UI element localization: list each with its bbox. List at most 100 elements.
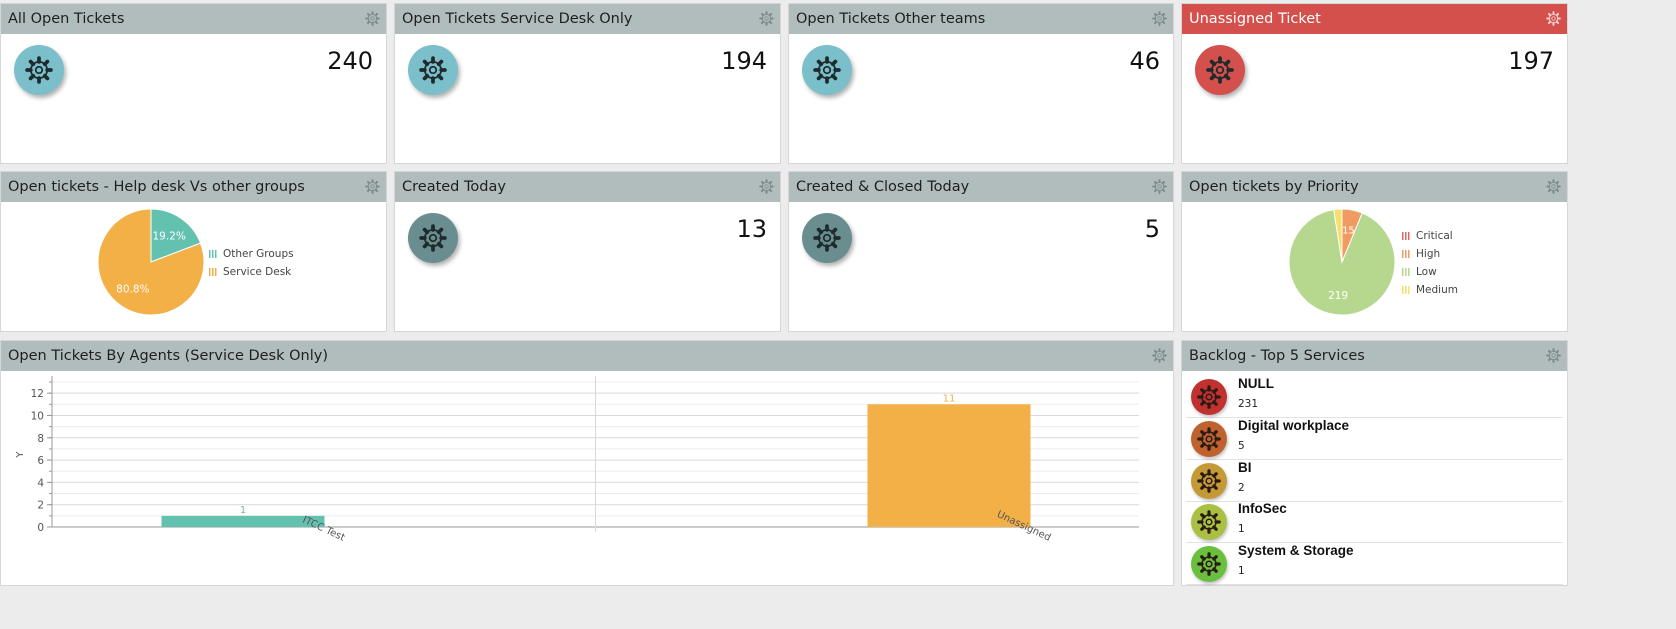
pie-data-label: 15 — [1342, 226, 1355, 237]
y-tick-label: 4 — [37, 477, 44, 489]
priority-pie-chart: 15 219 — [1288, 208, 1396, 316]
pie-data-label: 219 — [1328, 290, 1348, 302]
legend-item[interactable]: Critical — [1402, 227, 1458, 245]
service-name: System & Storage — [1238, 543, 1354, 559]
gear-icon — [408, 213, 458, 263]
service-name: Digital workplace — [1238, 417, 1350, 433]
gear-icon — [1191, 546, 1227, 583]
widget-header: Unassigned Ticket — [1182, 4, 1567, 34]
widget-title: Open tickets - Help desk Vs other groups — [8, 179, 305, 195]
widget-tickets-by-priority: Open tickets by Priority 15 219 Critical H… — [1181, 171, 1568, 332]
y-tick-label: 6 — [37, 455, 44, 467]
y-tick-label: 10 — [31, 410, 44, 422]
bar-data-label: 11 — [943, 393, 956, 404]
pie-slice-service-desk[interactable] — [97, 208, 205, 316]
legend-item[interactable]: Medium — [1402, 281, 1458, 299]
widget-unassigned-ticket: Unassigned Ticket 197 — [1181, 3, 1568, 164]
backlog-item[interactable]: InfoSec 1 — [1186, 499, 1563, 544]
legend-swatch — [209, 268, 217, 276]
widget-created-closed-today: Created & Closed Today 5 — [788, 171, 1174, 332]
legend-label: Low — [1416, 266, 1437, 278]
service-count: 5 — [1238, 439, 1245, 452]
gear-icon — [408, 45, 458, 95]
widget-header: Open Tickets By Agents (Service Desk Onl… — [1, 341, 1173, 371]
widget-header: Open Tickets Service Desk Only — [395, 4, 780, 34]
y-tick-label: 12 — [31, 388, 44, 400]
pie-slice-medium[interactable] — [1333, 208, 1343, 263]
service-name: InfoSec — [1238, 501, 1287, 517]
backlog-item[interactable]: NULL 231 — [1186, 374, 1563, 418]
widget-settings-icon[interactable] — [365, 11, 380, 26]
widget-title: Open Tickets Service Desk Only — [402, 11, 633, 27]
widget-header: Backlog - Top 5 Services — [1182, 341, 1567, 371]
widget-title: Open Tickets Other teams — [796, 11, 986, 27]
widget-header: Open Tickets Other teams — [789, 4, 1173, 34]
legend-label: Medium — [1416, 284, 1458, 296]
priority-pie-legend: Critical High Low Medium — [1402, 227, 1458, 299]
legend-swatch — [209, 250, 217, 258]
legend-item[interactable]: Low — [1402, 263, 1458, 281]
widget-title: Created Today — [402, 179, 506, 195]
gear-icon — [802, 45, 852, 95]
y-tick-label: 8 — [37, 433, 44, 445]
backlog-list: NULL 231 Digital workplace 5 BI 2 InfoSec 1 Syst… — [1182, 372, 1567, 586]
widget-title: Backlog - Top 5 Services — [1189, 348, 1365, 364]
widget-helpdesk-vs-other: Open tickets - Help desk Vs other groups… — [0, 171, 387, 332]
pie-data-label: 19.2% — [152, 231, 185, 243]
service-name: BI — [1238, 459, 1252, 475]
legend-label: Service Desk — [223, 266, 292, 278]
pie-slice-low[interactable] — [1288, 209, 1396, 316]
legend-item[interactable]: High — [1402, 245, 1458, 263]
gear-icon — [1191, 462, 1227, 499]
kpi-value: 5 — [1144, 215, 1160, 243]
legend-swatch — [1402, 268, 1410, 276]
gear-icon — [1191, 504, 1227, 541]
backlog-item[interactable]: BI 2 — [1186, 458, 1563, 502]
pie-data-label: 80.8% — [116, 283, 149, 295]
kpi-value: 13 — [736, 215, 767, 243]
gear-icon — [802, 213, 852, 263]
kpi-value: 46 — [1129, 47, 1160, 75]
widget-header: Open tickets by Priority — [1182, 172, 1567, 202]
widget-other-teams: Open Tickets Other teams 46 — [788, 3, 1174, 164]
kpi-value: 240 — [327, 47, 373, 75]
widget-header: All Open Tickets — [1, 4, 386, 34]
service-name: NULL — [1238, 376, 1274, 391]
service-count: 1 — [1238, 523, 1245, 536]
widget-header: Open tickets - Help desk Vs other groups — [1, 172, 386, 202]
widget-tickets-by-agents: Open Tickets By Agents (Service Desk Onl… — [0, 340, 1174, 586]
helpdesk-pie-legend: Other Groups Service Desk — [209, 245, 294, 281]
backlog-item[interactable]: Digital workplace 5 — [1186, 416, 1563, 460]
widget-settings-icon[interactable] — [1546, 11, 1561, 26]
pie-slice-other-groups[interactable] — [150, 208, 202, 263]
service-count: 2 — [1238, 481, 1245, 494]
widget-settings-icon[interactable] — [759, 179, 774, 194]
y-tick-label: 2 — [37, 500, 44, 512]
widget-backlog-top5: Backlog - Top 5 Services NULL 231 Digital … — [1181, 340, 1568, 586]
widget-settings-icon[interactable] — [1546, 179, 1561, 194]
widget-header: Created & Closed Today — [789, 172, 1173, 202]
widget-settings-icon[interactable] — [1546, 348, 1561, 363]
widget-settings-icon[interactable] — [365, 179, 380, 194]
widget-created-today: Created Today 13 — [394, 171, 781, 332]
kpi-value: 194 — [721, 47, 767, 75]
widget-settings-icon[interactable] — [1152, 11, 1167, 26]
widget-title: Created & Closed Today — [796, 179, 970, 195]
kpi-value: 197 — [1508, 47, 1554, 75]
widget-title: Open Tickets By Agents (Service Desk Onl… — [8, 348, 328, 364]
widget-settings-icon[interactable] — [1152, 348, 1167, 363]
legend-swatch — [1402, 286, 1410, 294]
legend-item[interactable]: Service Desk — [209, 263, 294, 281]
legend-swatch — [1402, 250, 1410, 258]
widget-settings-icon[interactable] — [759, 11, 774, 26]
widget-header: Created Today — [395, 172, 780, 202]
bar-unassigned — [867, 404, 1031, 527]
widget-title: Unassigned Ticket — [1189, 11, 1321, 27]
widget-settings-icon[interactable] — [1152, 179, 1167, 194]
service-count: 1 — [1238, 565, 1245, 578]
backlog-item[interactable]: System & Storage 1 — [1186, 541, 1563, 586]
y-axis-label: Y — [15, 451, 26, 459]
legend-item[interactable]: Other Groups — [209, 245, 294, 263]
service-count: 231 — [1238, 398, 1259, 410]
